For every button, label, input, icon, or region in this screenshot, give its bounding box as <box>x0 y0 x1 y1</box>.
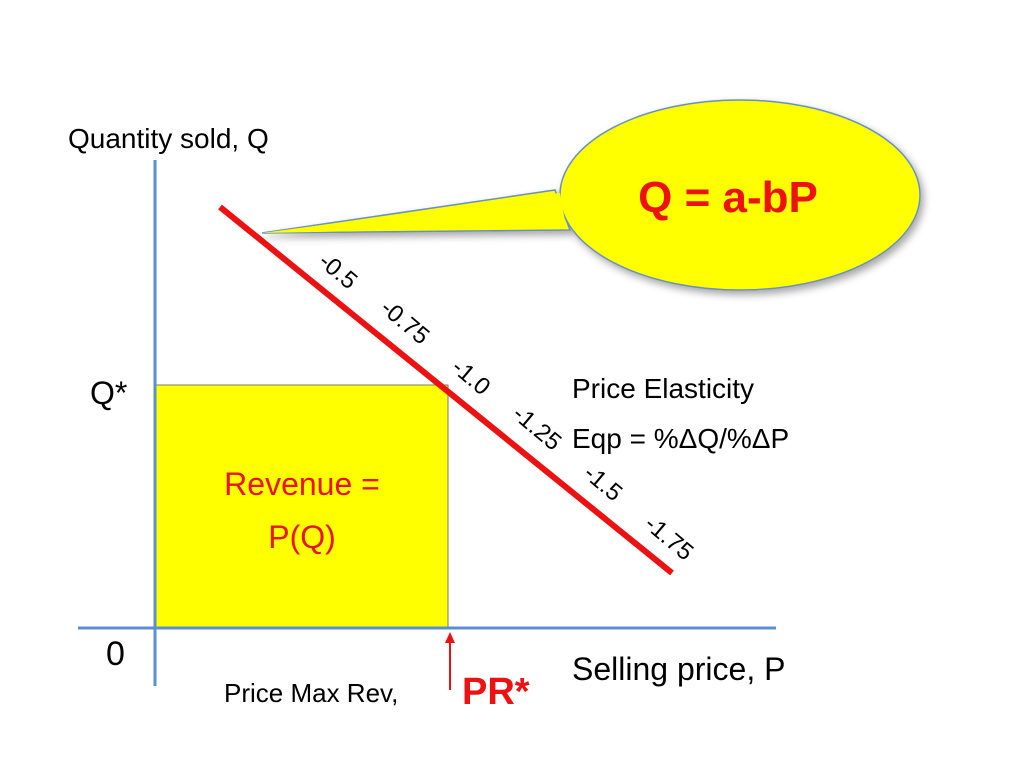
elasticity-label: -1.75 <box>639 510 698 566</box>
origin-label: 0 <box>106 635 125 673</box>
elasticity-definition: Eqp = %ΔQ/%ΔP <box>572 423 789 454</box>
demand-line <box>218 204 674 576</box>
revenue-area <box>154 384 449 629</box>
price-max-rev-symbol: PR* <box>462 671 530 713</box>
revenue-label: Revenue = <box>224 466 380 502</box>
price-max-rev-label: Price Max Rev, <box>224 678 398 708</box>
y-axis-label: Quantity sold, Q <box>68 123 269 154</box>
q-star-label: Q* <box>90 375 127 411</box>
callout <box>261 99 921 291</box>
callout-tail-fill <box>262 193 566 233</box>
price-arrow-head <box>445 632 455 643</box>
revenue-label: P(Q) <box>268 519 336 555</box>
x-axis-label: Selling price, P <box>572 651 785 687</box>
callout-formula: Q = a-bP <box>638 173 818 222</box>
elasticity-definition: Price Elasticity <box>572 373 754 404</box>
